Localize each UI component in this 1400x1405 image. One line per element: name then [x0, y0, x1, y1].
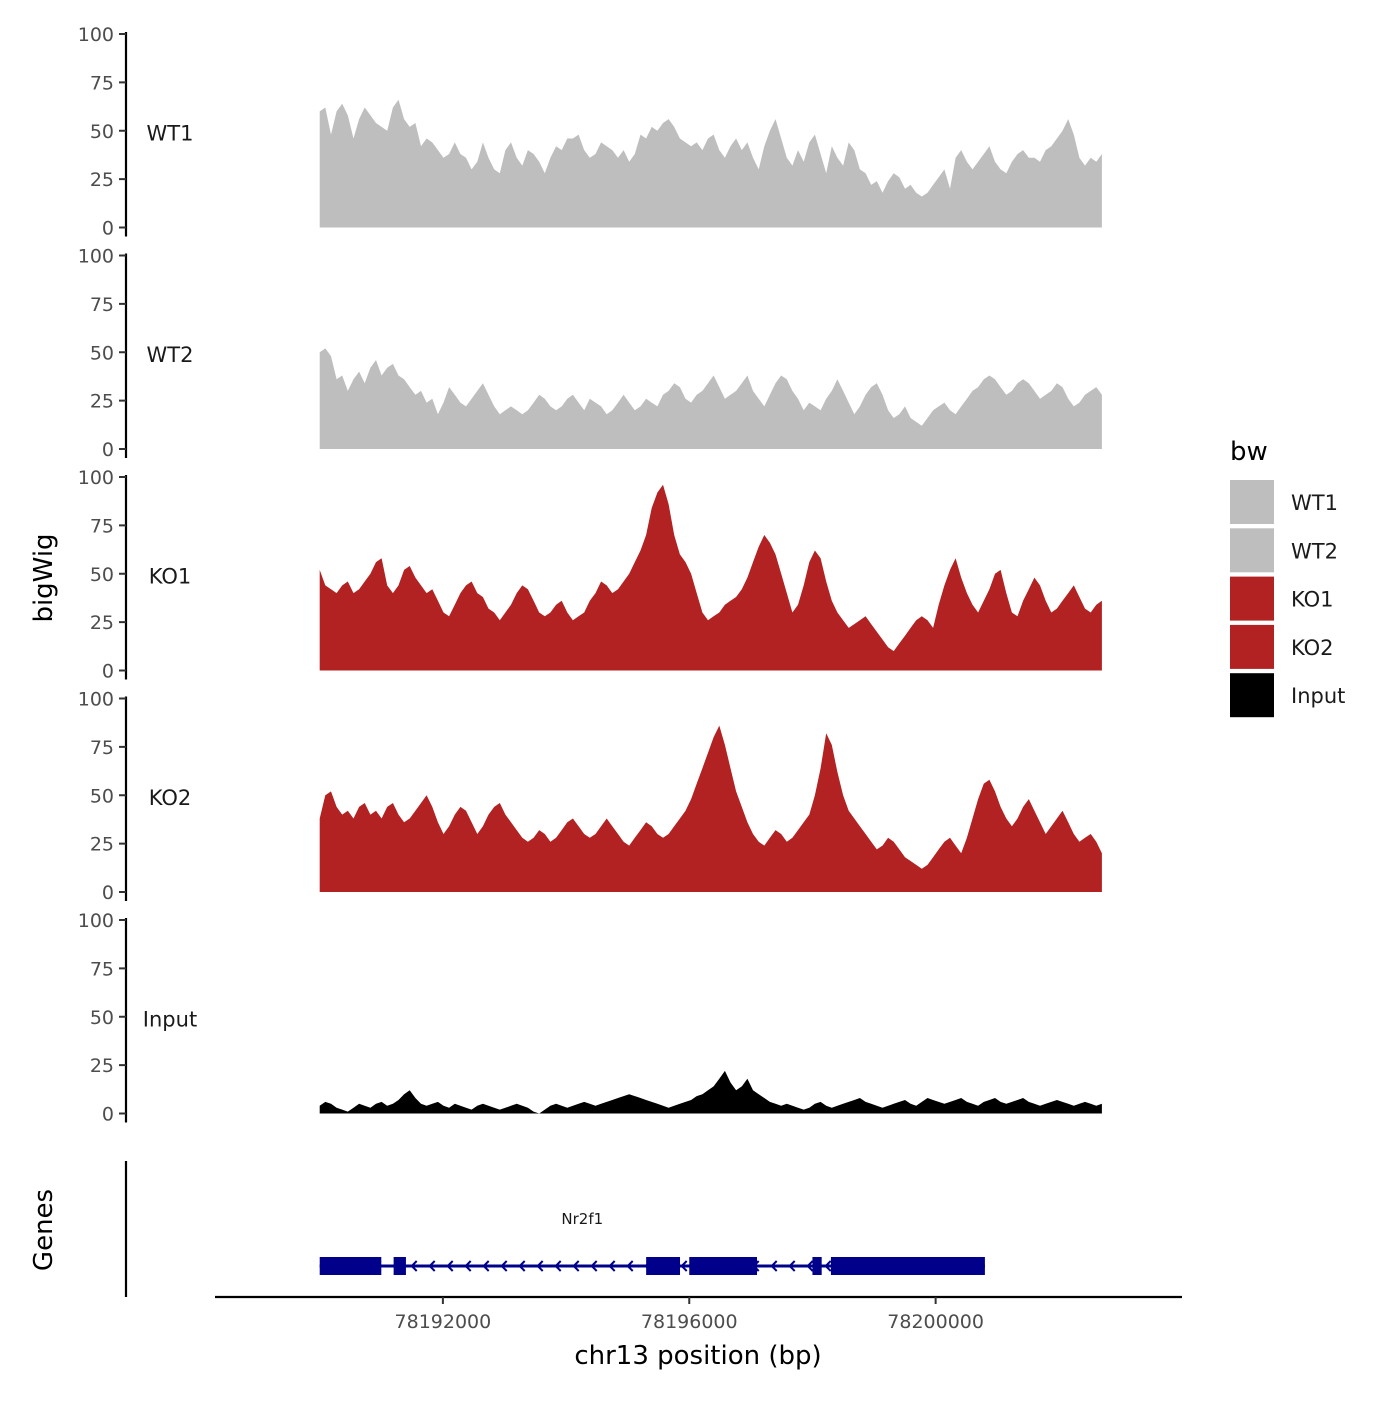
gene-exon [646, 1257, 681, 1275]
y-tick-label: 25 [90, 612, 114, 634]
gene-exon [830, 1257, 985, 1275]
strand-arrow [428, 1260, 436, 1272]
track-ko1: 0 25 50 75 100 KO1 [78, 467, 1102, 683]
y-tick-label: 0 [102, 661, 114, 683]
gene-exon [319, 1257, 382, 1275]
signal-area-input [319, 1070, 1102, 1114]
y-tick-label: 50 [90, 1007, 114, 1029]
track-label-ko2: KO2 [149, 786, 192, 810]
legend-title: bw [1230, 437, 1268, 467]
y-tick-label: 50 [90, 564, 114, 586]
y-tick-label: 100 [78, 689, 114, 711]
y-tick-label: 25 [90, 1055, 114, 1077]
gene-exon [812, 1257, 822, 1275]
strand-arrow [770, 1260, 778, 1272]
strand-arrow [608, 1260, 616, 1272]
y-tick-label: 50 [90, 121, 114, 143]
strand-arrow [500, 1260, 508, 1272]
y-tick-label: 75 [90, 294, 114, 316]
legend-label-ko1: KO1 [1291, 588, 1334, 612]
track-wt1: 0 25 50 75 100 WT1 [78, 24, 1102, 240]
x-tick-label: 78192000 [395, 1311, 492, 1333]
gene-label: Nr2f1 [561, 1210, 603, 1228]
strand-arrow [788, 1260, 796, 1272]
y-tick-label: 100 [78, 246, 114, 268]
x-axis: 78192000 78196000 78200000 [215, 1295, 1182, 1333]
y-tick-label: 0 [102, 882, 114, 904]
y-tick-label: 0 [102, 1104, 114, 1126]
x-tick-label: 78196000 [641, 1311, 738, 1333]
legend: bw WT1 WT2 KO1 KO2 Input [1230, 437, 1345, 718]
strand-arrow [482, 1260, 490, 1272]
signal-area-ko1 [319, 484, 1102, 671]
strand-arrow [464, 1260, 472, 1272]
gene-nr2f1: Nr2f1 [319, 1210, 985, 1275]
strand-arrow [536, 1260, 544, 1272]
track-label-ko1: KO1 [149, 564, 192, 588]
strand-arrow [446, 1260, 454, 1272]
gene-exon [689, 1257, 758, 1275]
legend-swatch-input [1230, 673, 1274, 718]
track-label-wt2: WT2 [147, 343, 194, 367]
y-tick-label: 75 [90, 72, 114, 94]
legend-label-ko2: KO2 [1291, 636, 1334, 660]
strand-arrow [590, 1260, 598, 1272]
strand-arrow [824, 1260, 832, 1272]
y-tick-label: 25 [90, 169, 114, 191]
track-label-input: Input [143, 1007, 197, 1031]
gene-track: Nr2f1 [124, 1161, 985, 1297]
legend-swatch-wt2 [1230, 528, 1274, 573]
track-ko2: 0 25 50 75 100 KO2 [78, 689, 1102, 904]
strand-arrow [806, 1260, 814, 1272]
y-tick-label: 100 [78, 24, 114, 46]
y-tick-label: 75 [90, 958, 114, 980]
legend-label-input: Input [1291, 684, 1345, 708]
legend-label-wt1: WT1 [1291, 491, 1338, 515]
strand-arrow [518, 1260, 526, 1272]
signal-area-ko2 [319, 725, 1102, 892]
signal-area-wt1 [319, 99, 1102, 228]
y-axis-title: bigWig [29, 533, 59, 622]
legend-swatch-wt1 [1230, 480, 1274, 524]
y-tick-label: 0 [102, 218, 114, 240]
strand-arrow [626, 1260, 634, 1272]
y-tick-label: 50 [90, 342, 114, 364]
track-wt2: 0 25 50 75 100 WT2 [78, 246, 1102, 461]
x-axis-title: chr13 position (bp) [574, 1341, 821, 1371]
strand-arrow [572, 1260, 580, 1272]
y-tick-label: 25 [90, 834, 114, 856]
signal-tracks: 0255075100WT10255075100WT20255075100KO10… [78, 24, 1102, 1126]
y-tick-label: 75 [90, 737, 114, 759]
strand-arrow [410, 1260, 418, 1272]
gene-exon [393, 1257, 406, 1275]
strand-arrow [680, 1260, 688, 1272]
legend-swatch-ko2 [1230, 624, 1274, 669]
y-tick-label: 100 [78, 467, 114, 489]
legend-swatch-ko1 [1230, 576, 1274, 621]
strand-arrow [554, 1260, 562, 1272]
y-tick-label: 100 [78, 910, 114, 932]
x-tick-label: 78200000 [887, 1311, 984, 1333]
y-tick-label: 75 [90, 515, 114, 537]
y-tick-label: 25 [90, 391, 114, 413]
y-tick-label: 0 [102, 439, 114, 461]
signal-area-wt2 [319, 348, 1102, 449]
track-input: 0 25 50 75 100 Input [78, 910, 1102, 1126]
genes-axis-title: Genes [29, 1189, 59, 1271]
track-label-wt1: WT1 [147, 121, 194, 145]
y-tick-label: 50 [90, 785, 114, 807]
legend-label-wt2: WT2 [1291, 539, 1338, 563]
